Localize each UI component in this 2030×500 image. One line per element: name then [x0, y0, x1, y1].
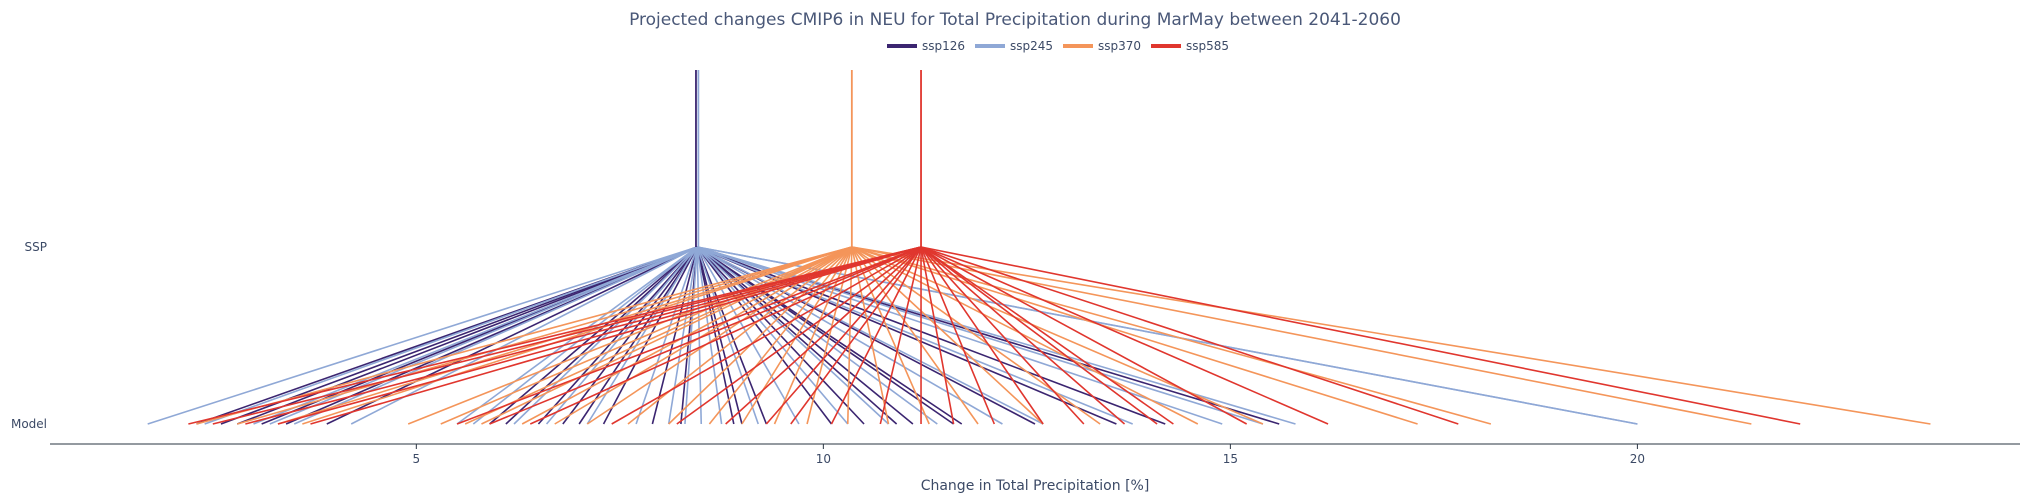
- x-tick-label-2: 15: [1223, 452, 1238, 466]
- model-line-ssp126-25: [696, 246, 1166, 425]
- model-line-ssp370-0: [196, 246, 853, 425]
- legend-item-ssp245[interactable]: ssp245: [975, 39, 1053, 53]
- model-line-ssp585-0: [188, 246, 922, 425]
- model-line-ssp370-6: [464, 246, 853, 425]
- legend-label-ssp370: ssp370: [1098, 39, 1141, 53]
- model-line-ssp370-1: [237, 246, 853, 425]
- model-line-ssp370-28: [851, 246, 1931, 425]
- model-line-ssp370-13: [708, 246, 853, 425]
- y-category-label-model: Model: [11, 417, 47, 431]
- model-line-ssp245-2: [253, 246, 698, 425]
- model-line-ssp126-14: [696, 246, 735, 425]
- model-line-ssp370-26: [851, 246, 1492, 425]
- model-line-ssp245-20: [696, 246, 938, 425]
- x-axis-title: Change in Total Precipitation [%]: [921, 478, 1150, 494]
- model-line-ssp245-3: [269, 246, 698, 425]
- model-line-ssp126-6: [489, 246, 698, 425]
- model-line-ssp370-4: [407, 246, 853, 425]
- model-line-ssp585-8: [611, 246, 922, 425]
- legend-label-ssp126: ssp126: [922, 39, 965, 53]
- model-line-ssp245-28: [697, 246, 1638, 425]
- y-category-label-ssp: SSP: [25, 240, 47, 254]
- legend-label-ssp585: ssp585: [1186, 39, 1229, 53]
- model-line-ssp585-9: [676, 246, 922, 425]
- x-ticks: 5 10 15 20: [413, 444, 1645, 466]
- legend-item-ssp126[interactable]: ssp126: [887, 39, 965, 53]
- model-line-ssp370-7: [481, 246, 853, 425]
- model-line-ssp126-11: [602, 246, 698, 425]
- legend-item-ssp585[interactable]: ssp585: [1151, 39, 1229, 53]
- model-line-ssp126-17: [696, 246, 833, 425]
- model-line-ssp585-26: [920, 246, 1801, 425]
- model-line-ssp126-16: [696, 246, 768, 425]
- model-line-ssp585-14: [879, 246, 922, 425]
- model-line-ssp126-10: [578, 246, 698, 425]
- model-line-ssp126-5: [326, 246, 698, 425]
- model-line-ssp585-3: [277, 246, 922, 425]
- model-line-ssp370-18: [851, 246, 890, 425]
- model-line-ssp370-23: [851, 246, 1199, 425]
- model-line-ssp245-8: [513, 246, 698, 425]
- model-line-ssp585-20: [920, 246, 1126, 425]
- model-line-ssp245-12: [667, 246, 698, 425]
- legend-item-ssp370[interactable]: ssp370: [1063, 39, 1141, 53]
- model-line-ssp585-11: [765, 246, 922, 425]
- model-line-ssp245-19: [696, 246, 890, 425]
- legend[interactable]: ssp126 ssp245 ssp370 ssp585: [887, 39, 1229, 53]
- x-tick-label-1: 10: [816, 452, 831, 466]
- model-line-ssp370-3: [302, 246, 853, 425]
- model-line-ssp245-9: [545, 246, 698, 425]
- model-line-ssp585-1: [212, 246, 922, 425]
- model-line-ssp126-20: [696, 246, 914, 425]
- model-line-ssp245-16: [696, 246, 759, 425]
- model-line-ssp585-5: [456, 246, 922, 425]
- model-line-ssp370-15: [773, 246, 853, 425]
- model-line-ssp585-25: [920, 246, 1459, 425]
- model-line-ssp585-16: [920, 246, 955, 425]
- model-line-ssp585-22: [920, 246, 1174, 425]
- model-line-ssp585-6: [489, 246, 922, 425]
- model-line-ssp585-24: [920, 246, 1329, 425]
- model-line-ssp126-24: [696, 246, 1117, 425]
- model-line-ssp126-12: [651, 246, 698, 425]
- model-line-ssp370-19: [851, 246, 930, 425]
- legend-label-ssp245: ssp245: [1010, 39, 1053, 53]
- model-line-ssp370-27: [851, 246, 1752, 425]
- chart-title: Projected changes CMIP6 in NEU for Total…: [629, 10, 1401, 30]
- ssp-stems: [695, 70, 922, 247]
- model-line-ssp245-14: [696, 246, 703, 425]
- model-line-ssp245-18: [696, 246, 849, 425]
- model-line-ssp585-18: [920, 246, 1044, 425]
- model-line-ssp245-1: [204, 246, 698, 425]
- x-axis: 5 10 15 20: [50, 443, 2020, 466]
- model-line-ssp370-14: [741, 246, 853, 425]
- model-line-ssp370-20: [851, 246, 979, 425]
- model-line-ssp585-13: [830, 246, 922, 425]
- model-line-ssp245-25: [696, 246, 1264, 425]
- model-line-ssp585-17: [920, 246, 996, 425]
- model-line-ssp245-4: [293, 246, 698, 425]
- model-line-ssp585-7: [529, 246, 922, 425]
- model-line-ssp370-25: [851, 246, 1418, 425]
- model-line-ssp585-21: [920, 246, 1158, 425]
- series-ssp126: [196, 246, 1280, 425]
- model-line-ssp585-12: [790, 246, 922, 425]
- model-line-ssp245-0: [147, 246, 698, 425]
- model-line-ssp370-5: [440, 246, 853, 425]
- model-line-ssp585-4: [310, 246, 922, 425]
- model-line-ssp585-19: [920, 246, 1085, 425]
- x-tick-label-0: 5: [413, 452, 421, 466]
- model-line-ssp370-21: [851, 246, 1044, 425]
- y-axis: SSP Model: [11, 240, 47, 431]
- plot-lines: [147, 246, 1931, 425]
- model-line-ssp585-23: [920, 246, 1248, 425]
- model-line-ssp126-1: [220, 246, 698, 425]
- model-line-ssp245-17: [696, 246, 800, 425]
- model-line-ssp370-22: [851, 246, 1101, 425]
- series-ssp585: [188, 246, 1801, 425]
- model-line-ssp585-2: [245, 246, 922, 425]
- x-tick-label-3: 20: [1630, 452, 1645, 466]
- model-line-ssp585-10: [725, 246, 922, 425]
